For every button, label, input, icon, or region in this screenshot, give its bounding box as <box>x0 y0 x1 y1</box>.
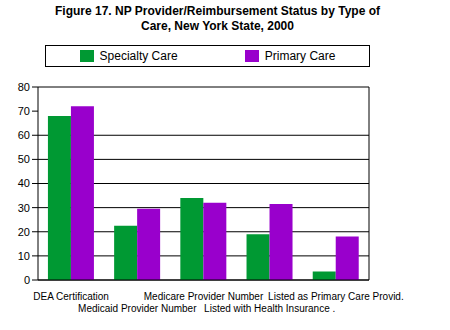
svg-text:50: 50 <box>18 153 30 165</box>
svg-text:30: 30 <box>18 202 30 214</box>
svg-text:40: 40 <box>18 177 30 189</box>
svg-text:0: 0 <box>24 274 30 286</box>
svg-text:Listed with Health Insurance .: Listed with Health Insurance . <box>204 303 335 314</box>
html-text:Figure 17. NP Provider/Reimbur: Figure 17. NP Provider/Reimbursement Sta… <box>55 4 380 33</box>
svg-text:70: 70 <box>18 105 30 117</box>
html-text:Specialty Care: Specialty Care <box>99 49 178 63</box>
svg-text:20: 20 <box>18 226 30 238</box>
html-text:Primary Care: Primary Care <box>264 49 336 63</box>
svg-text:60: 60 <box>18 129 30 141</box>
svg-text:DEA Certification: DEA Certification <box>33 291 109 302</box>
svg-text:80: 80 <box>18 81 30 93</box>
svg-text:Medicare Provider Number: Medicare Provider Number <box>144 291 264 302</box>
svg-text:Listed as Primary Care Provid.: Listed as Primary Care Provid. <box>268 291 404 302</box>
svg-text:Medicaid Provider Number: Medicaid Provider Number <box>78 303 197 314</box>
svg-text:10: 10 <box>18 250 30 262</box>
